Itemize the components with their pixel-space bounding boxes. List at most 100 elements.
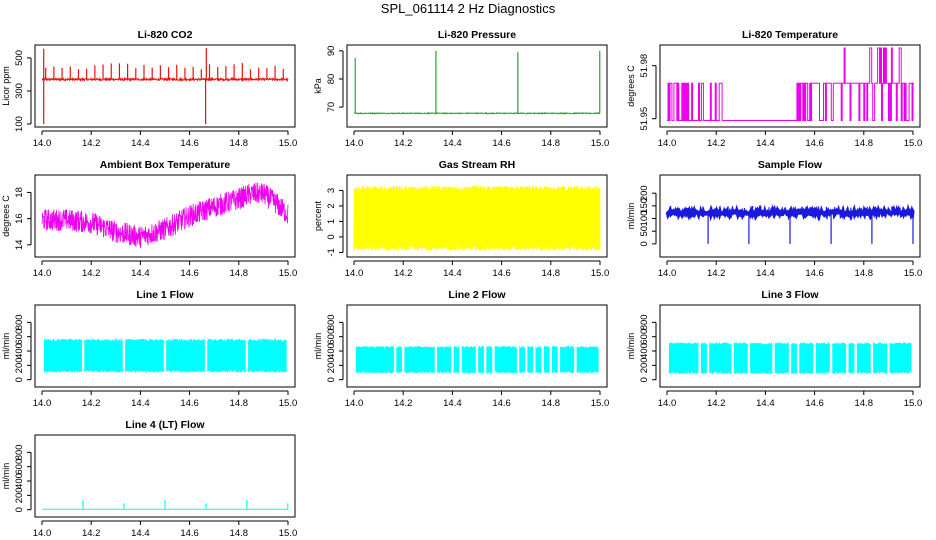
x-tick-label: 14.2 [394, 138, 413, 149]
x-tick-label: 15.0 [591, 268, 610, 279]
x-tick-label: 14.0 [33, 528, 52, 539]
gap-6 [788, 341, 792, 375]
x-tick-label: 14.8 [855, 268, 874, 279]
y-tick-label: 0 [326, 377, 337, 382]
gap-7 [483, 345, 487, 375]
x-tick-label: 14.2 [394, 398, 413, 409]
gap-10 [525, 345, 528, 375]
y-tick-label: 600 [639, 329, 650, 345]
chart-panel-3: Ambient Box Temperature 14.0 14.2 14.4 14.6 1… [1, 159, 297, 279]
y-tick-label: 200 [639, 357, 650, 373]
series-4 [353, 185, 601, 251]
flow-band [353, 185, 601, 251]
panel-title: Ambient Box Temperature [100, 159, 231, 171]
baseline-trace [41, 76, 289, 83]
gap-4 [747, 341, 751, 375]
y-tick-label: 51.95 [639, 107, 650, 131]
y-tick-label: 51.98 [639, 54, 650, 78]
x-tick-label: 14.0 [345, 138, 364, 149]
chart-panel-0: Li-820 CO2 14.0 14.2 14.4 14.6 14.8 15.0 100 300… [1, 29, 297, 149]
y-tick-label: 100 [14, 116, 25, 132]
chart-panel-6: Line 1 Flow 14.0 14.2 14.4 14.6 14.8 15.0 0 2004… [1, 289, 297, 409]
gap-1 [698, 341, 701, 375]
x-tick-label: 15.0 [591, 138, 610, 149]
plot-frame [659, 174, 921, 258]
x-tick-label: 14.4 [131, 398, 150, 409]
chart-panel-9: Line 4 (LT) Flow 14.0 14.2 14.4 14.6 14.8 15.0… [1, 419, 297, 539]
x-tick-label: 14.4 [443, 138, 462, 149]
y-tick-label: 400 [326, 343, 337, 359]
y-tick-label: 600 [14, 329, 25, 345]
series-5 [665, 203, 915, 244]
y-tick-label: 16 [14, 213, 25, 224]
plot-frame [34, 174, 296, 258]
series-0 [41, 48, 289, 124]
plot-frame [346, 304, 608, 388]
gap-14 [557, 345, 561, 375]
x-tick-label: 14.4 [131, 268, 150, 279]
panel-title: Line 4 (LT) Flow [125, 419, 205, 431]
x-tick-label: 14.6 [180, 398, 199, 409]
gap-0 [353, 345, 356, 375]
y-tick-label: 150 [639, 198, 650, 214]
y-axis-label: ml/min [626, 203, 636, 230]
y-tick-label: 2 [326, 203, 337, 208]
series-7 [353, 345, 601, 375]
y-tick-label: -1 [326, 248, 337, 256]
gap-7 [796, 341, 800, 375]
plot-frame [659, 304, 921, 388]
x-tick-label: 14.8 [230, 398, 249, 409]
y-tick-label: 600 [14, 459, 25, 475]
y-tick-label: 800 [14, 314, 25, 330]
x-tick-label: 14.0 [658, 268, 677, 279]
gap-0 [666, 341, 669, 375]
chart-panel-4: Gas Stream RH 14.0 14.2 14.4 14.6 14.8 15.0 -1 0… [313, 159, 609, 279]
plot-frame [34, 434, 296, 518]
y-axis-label: degrees C [1, 195, 11, 237]
x-tick-label: 15.0 [279, 398, 298, 409]
y-tick-label: 300 [14, 83, 25, 99]
chart-panel-8: Line 3 Flow 14.0 14.2 14.4 14.6 14.8 15.0 0 2004… [626, 289, 922, 409]
y-tick-label: 0 [14, 377, 25, 382]
x-tick-label: 14.4 [756, 138, 775, 149]
gap-5 [459, 345, 462, 375]
series-6 [41, 337, 289, 374]
y-tick-label: 100 [639, 211, 650, 227]
y-tick-label: 80 [326, 74, 337, 85]
plot-frame [34, 44, 296, 128]
y-tick-label: 200 [639, 185, 650, 201]
x-tick-label: 14.2 [707, 138, 726, 149]
x-tick-label: 14.6 [180, 528, 199, 539]
gap-15 [574, 345, 577, 375]
y-axis-label: percent [313, 200, 323, 231]
gap-1 [393, 345, 397, 375]
gap-4 [451, 345, 454, 375]
y-tick-label: 0 [639, 241, 650, 246]
temperature-band [41, 182, 289, 249]
y-axis-label: degrees C [626, 65, 636, 107]
gap-2 [402, 345, 405, 375]
x-tick-label: 14.6 [805, 138, 824, 149]
panel-title: Line 1 Flow [136, 289, 194, 301]
gap-16 [598, 345, 601, 375]
x-tick-label: 14.4 [131, 138, 150, 149]
gap-10 [846, 341, 849, 375]
y-tick-label: 600 [326, 329, 337, 345]
series-1 [354, 50, 601, 115]
y-axis-label: ml/min [313, 333, 323, 360]
y-tick-label: 400 [639, 343, 650, 359]
x-tick-label: 14.2 [82, 398, 101, 409]
series-9 [42, 499, 289, 510]
x-tick-label: 14.6 [492, 398, 511, 409]
y-tick-label: 0 [14, 507, 25, 512]
gap-8 [813, 341, 816, 375]
x-tick-label: 15.0 [279, 528, 298, 539]
x-tick-label: 14.4 [756, 398, 775, 409]
chart-panel-5: Sample Flow 14.0 14.2 14.4 14.6 14.8 15.0 0 5010… [626, 159, 922, 279]
gap-13 [887, 341, 890, 375]
x-tick-label: 14.0 [345, 268, 364, 279]
x-tick-label: 14.0 [33, 268, 52, 279]
gap-2 [122, 337, 126, 374]
